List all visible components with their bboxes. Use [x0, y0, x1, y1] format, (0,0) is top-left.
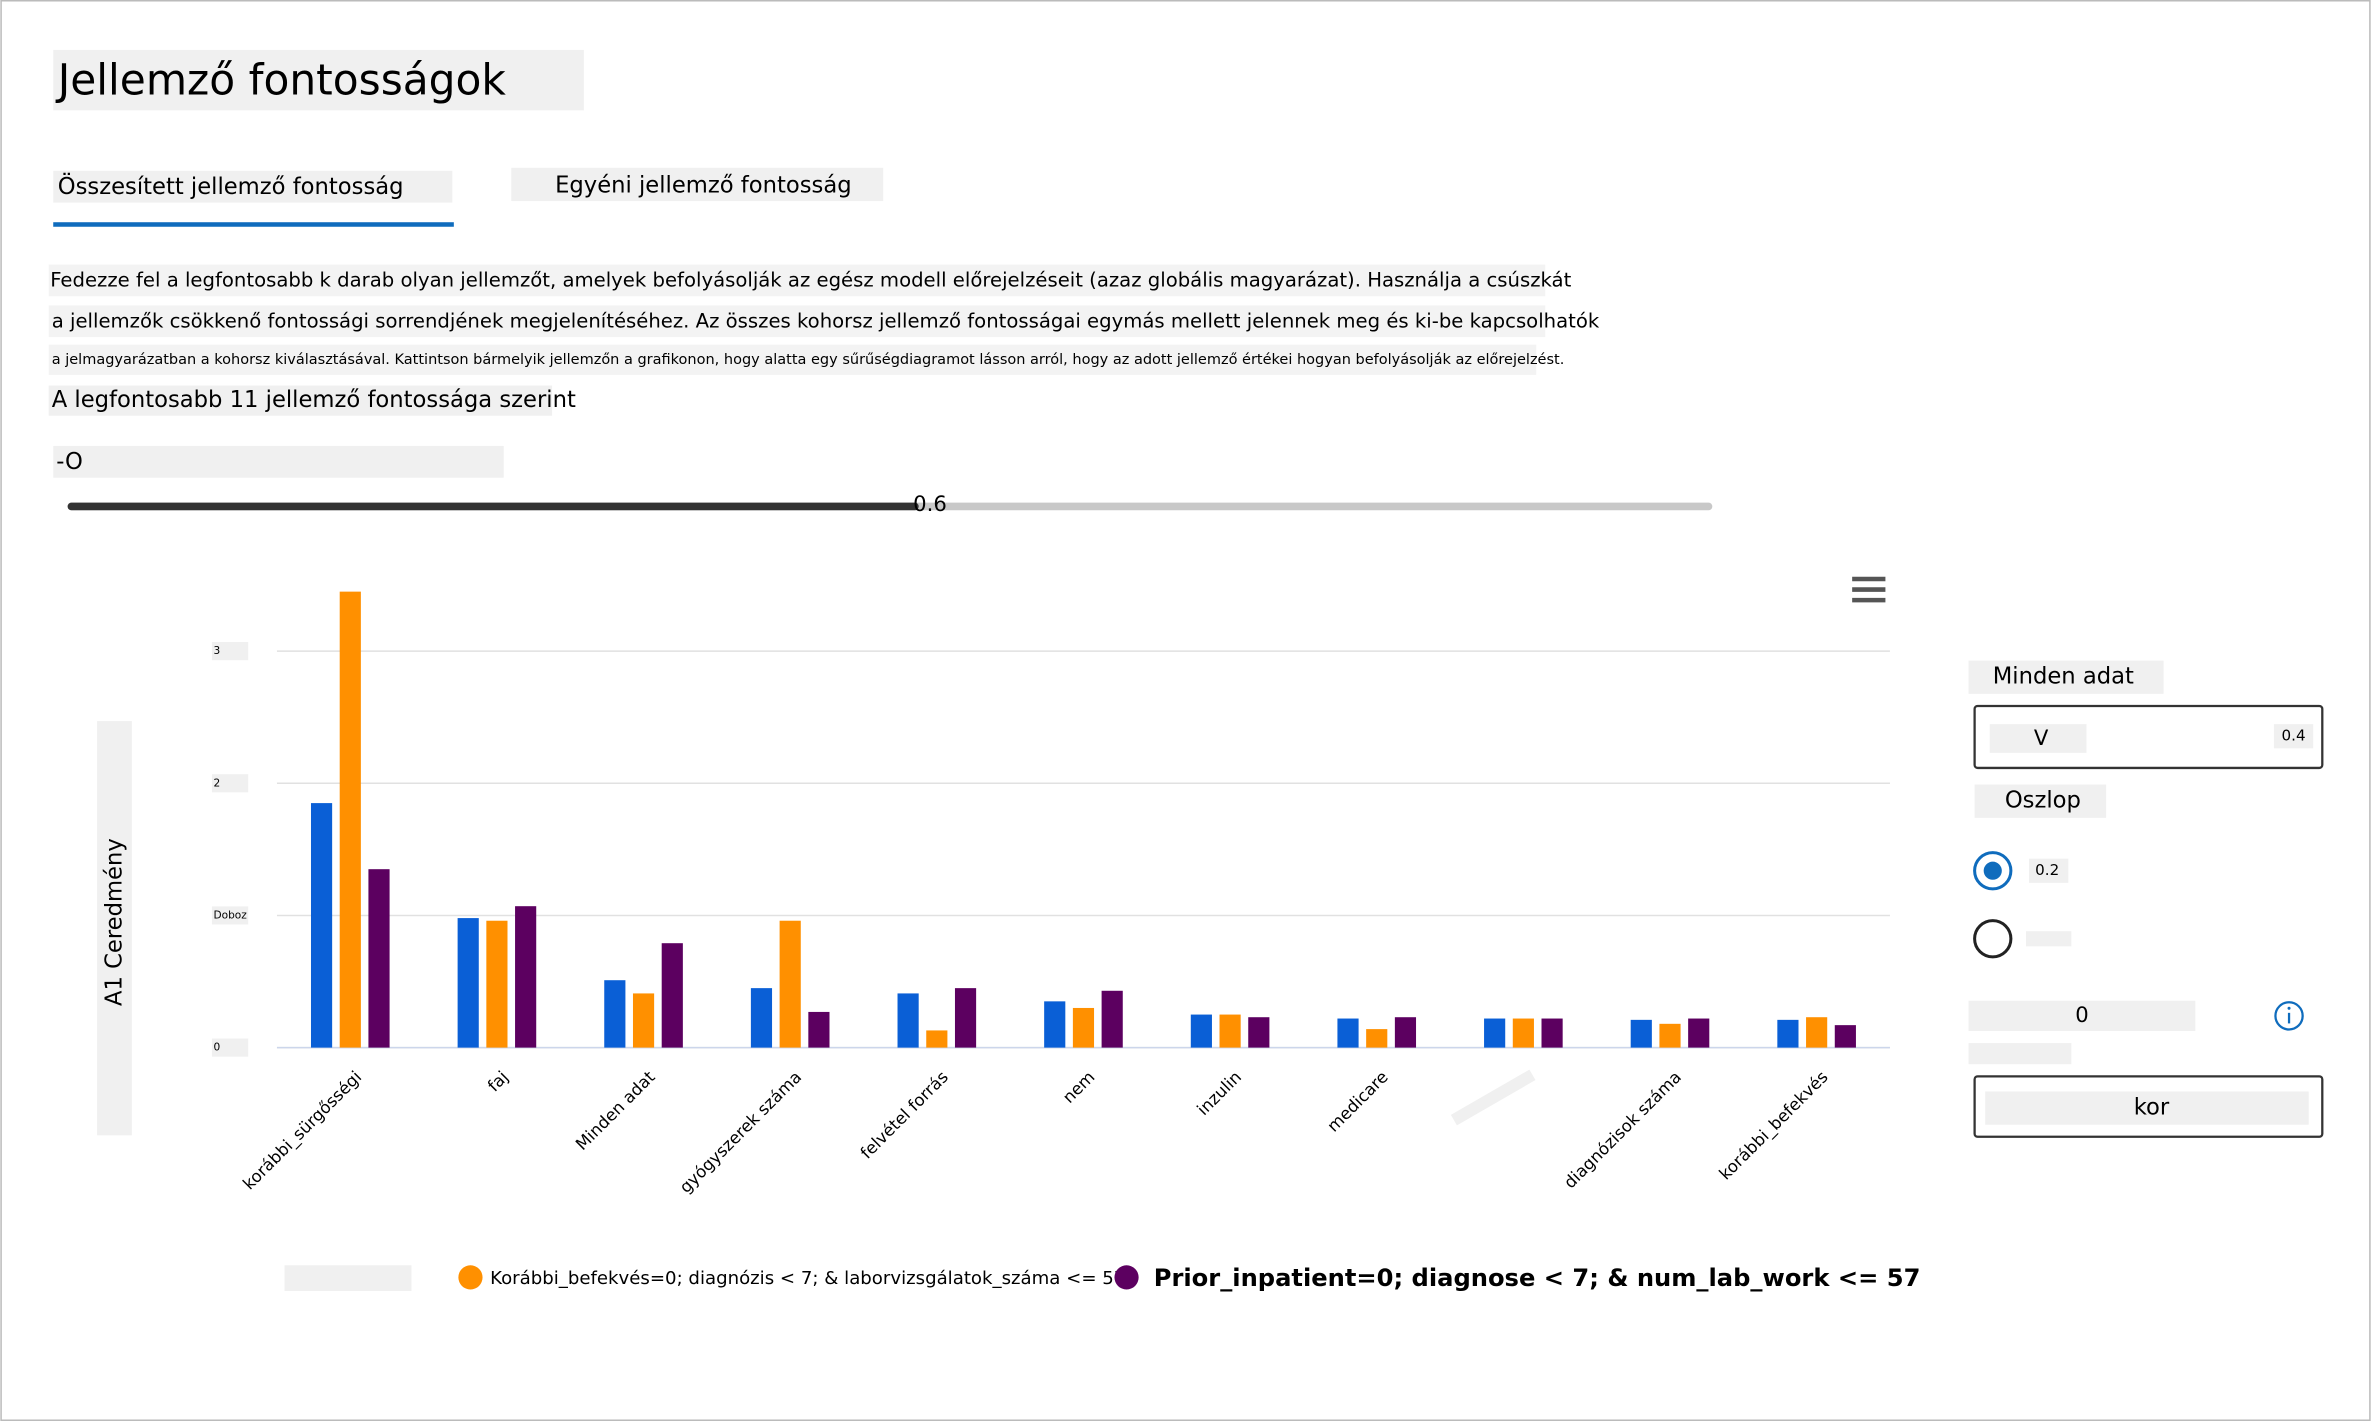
page-title: Jellemző fontosságok: [55, 56, 507, 105]
bar: [457, 918, 479, 1048]
bar: [1512, 1018, 1534, 1048]
y-tick-label: 3: [213, 645, 220, 657]
tick-label-box: [211, 774, 249, 793]
bar: [368, 869, 390, 1048]
y-tick-label: Doboz: [213, 909, 247, 921]
legend-box: [284, 1265, 412, 1291]
info-icon-dot: [2287, 1006, 2291, 1010]
tab-box: [53, 170, 453, 203]
bar: [1630, 1019, 1652, 1048]
bar: [1806, 1017, 1828, 1048]
bar: [1659, 1023, 1681, 1048]
slider-input: -O: [56, 449, 83, 475]
bar: [515, 906, 537, 1048]
bar: [310, 803, 333, 1048]
radio-dot: [1983, 861, 2002, 880]
legend-label: Korábbi_befekvés=0; diagnózis < 7; & lab…: [490, 1268, 1125, 1289]
hint-box: [1968, 1043, 2072, 1065]
cohort-label: Minden adat: [1993, 664, 2134, 690]
bar: [897, 993, 919, 1048]
desc-box: [48, 264, 1546, 297]
legend-label: Prior_inpatient=0; diagnose < 7; & num_l…: [1154, 1264, 1921, 1292]
dropdown-box: [1989, 724, 2087, 753]
legend-marker: [1114, 1265, 1139, 1290]
tab[interactable]: Egyéni jellemző fontosság: [555, 172, 852, 198]
chart-type-label: Oszlop: [2005, 788, 2081, 814]
cohort-box: [1968, 660, 2164, 694]
bar: [1394, 1017, 1417, 1048]
bar: [1541, 1018, 1563, 1048]
label-box: [1974, 784, 2107, 818]
bar: [661, 943, 683, 1048]
bar: [954, 988, 977, 1048]
bar: [604, 980, 626, 1048]
description: a jellemzők csökkenő fontossági sorrendj…: [52, 309, 1600, 332]
bar: [1044, 1001, 1066, 1048]
y-tick-label: 0: [213, 1042, 220, 1054]
tick-label-box: [211, 1038, 249, 1057]
option-box: [2026, 931, 2072, 947]
bar: [1101, 990, 1123, 1048]
field-box[interactable]: [1968, 1000, 2196, 1031]
bar: [1834, 1025, 1856, 1048]
dropdown-value: V: [2034, 725, 2049, 750]
bar: [1248, 1017, 1270, 1048]
radio-option: 0.2: [2035, 861, 2059, 879]
bar: [1688, 1018, 1710, 1048]
tab[interactable]: Összesített jellemző fontosság: [58, 172, 404, 200]
menu-icon[interactable]: [1852, 576, 1886, 603]
bar: [486, 920, 508, 1048]
option-box: [2029, 858, 2069, 883]
hint-box: [2273, 724, 2314, 749]
description: Fedezze fel a legfontosabb k darab olyan…: [50, 269, 1571, 292]
bar: [339, 591, 361, 1048]
topk-label: A legfontosabb 11 jellemző fontossága sz…: [52, 387, 576, 413]
bar: [1366, 1029, 1388, 1048]
desc-box: [48, 344, 1537, 375]
bar: [1190, 1014, 1212, 1048]
bar: [632, 993, 655, 1048]
bar: [1777, 1019, 1799, 1048]
legend-marker: [458, 1265, 483, 1290]
tick-label-box: [211, 642, 249, 661]
bar: [808, 1011, 830, 1048]
description: a jelmagyarázatban a kohorsz kiválasztás…: [52, 352, 1565, 368]
bar: [750, 988, 773, 1048]
slider-value: 0.6: [913, 491, 947, 516]
radio[interactable]: [1973, 919, 2013, 959]
field-value: 0: [2075, 1002, 2088, 1027]
label-box: [48, 385, 553, 416]
tab-underline: [53, 222, 454, 227]
info-icon[interactable]: [2274, 1001, 2304, 1031]
bar: [1484, 1018, 1506, 1048]
tick-label-box: [211, 906, 249, 925]
tab-box: [511, 167, 884, 202]
bar: [926, 1030, 948, 1048]
bar: [779, 920, 801, 1048]
bar: [1219, 1014, 1241, 1048]
input-box[interactable]: [53, 445, 504, 478]
y-tick-label: 2: [213, 777, 220, 789]
dropdown-hint: 0.4: [2282, 727, 2306, 745]
bar: [1337, 1018, 1359, 1048]
button-label: kor: [2134, 1095, 2170, 1121]
button-box: [1985, 1091, 2309, 1125]
y-label-box: [97, 721, 132, 1136]
tick-label-box: [1450, 1069, 1536, 1126]
desc-box: [48, 305, 1546, 338]
title-box: [53, 49, 584, 111]
bar: [1072, 1007, 1095, 1048]
y-axis-label: A1 Ceredmény: [102, 838, 128, 1006]
